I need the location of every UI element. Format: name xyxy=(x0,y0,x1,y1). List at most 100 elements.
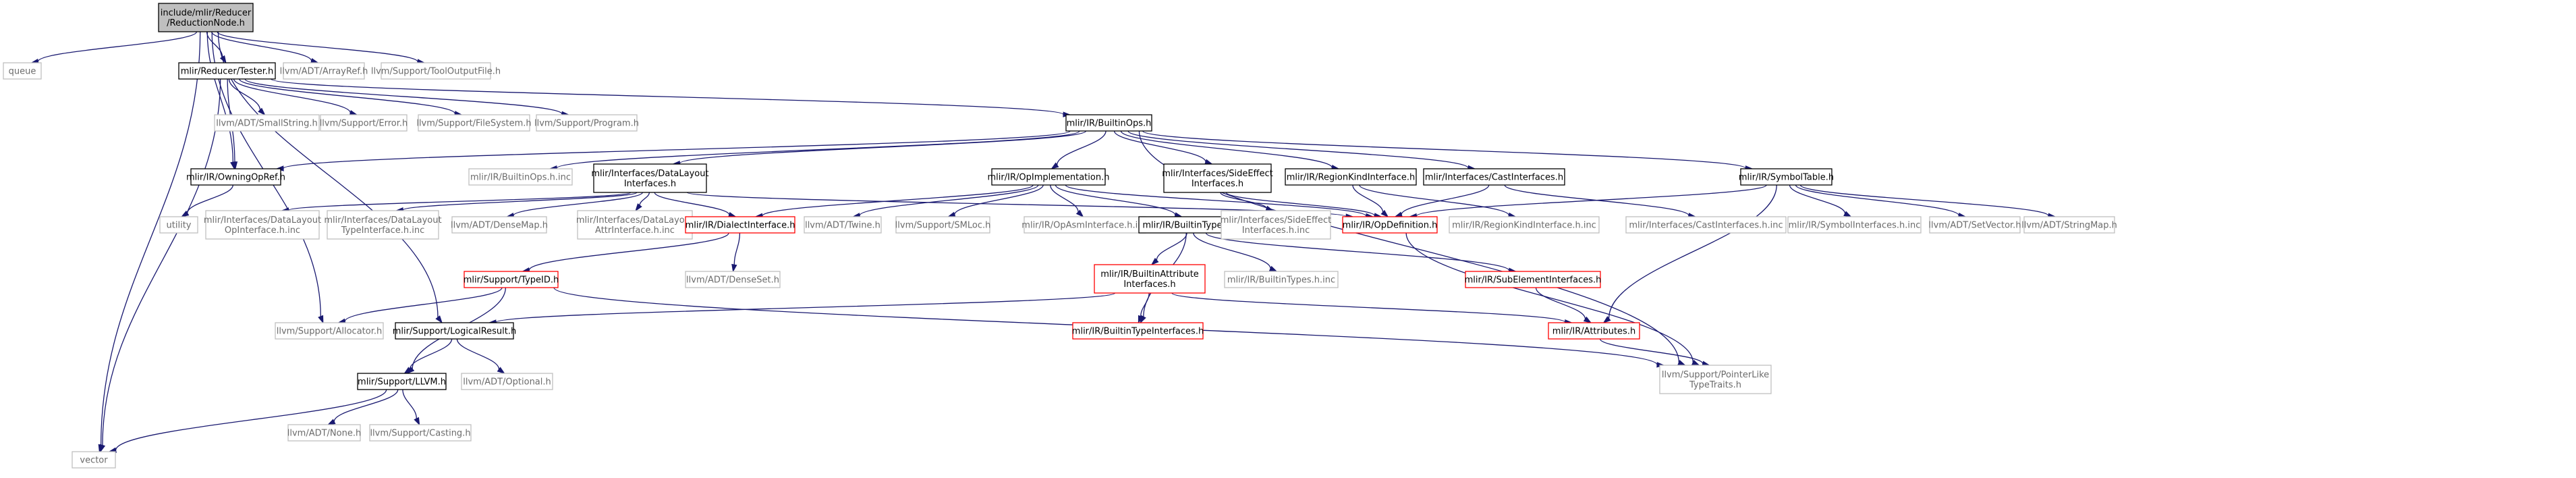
edge-builtinops-to-symtable xyxy=(1142,130,1746,169)
node-densemap[interactable]: llvm/ADT/DenseMap.h xyxy=(451,216,548,234)
node-setvector[interactable]: llvm/ADT/SetVector.h xyxy=(1928,216,2021,234)
node-symtable[interactable]: mlir/IR/SymbolTable.h xyxy=(1739,168,1834,186)
node-attributes[interactable]: mlir/IR/Attributes.h xyxy=(1548,322,1640,340)
node-box xyxy=(536,114,638,132)
edge-tester-to-program xyxy=(244,78,563,115)
node-label: llvm/Support/Allocator.h xyxy=(277,327,383,337)
edge-symtable-to-stringmap xyxy=(1799,184,2049,217)
edge-opdef-to-ptrlike xyxy=(1405,232,1693,363)
node-box xyxy=(1449,216,1600,234)
node-smallstring[interactable]: llvm/ADT/SmallString.h xyxy=(214,114,320,132)
node-subelem[interactable]: mlir/IR/SubElementInterfaces.h xyxy=(1465,271,1602,288)
node-twine[interactable]: llvm/ADT/Twine.h xyxy=(804,216,882,234)
node-label: utility xyxy=(167,221,192,231)
edge-logicalresult-to-llvmh xyxy=(409,338,453,370)
node-label: mlir/Support/TypeID.h xyxy=(464,275,559,286)
node-label: mlir/IR/SubElementInterfaces.h xyxy=(1465,275,1602,286)
node-label: mlir/Interfaces/DataLayout xyxy=(591,169,708,179)
node-owningopref[interactable]: mlir/IR/OwningOpRef.h xyxy=(186,168,285,186)
node-box xyxy=(1740,168,1832,186)
node-vector[interactable]: vector xyxy=(72,451,116,469)
node-box xyxy=(275,322,384,340)
node-box xyxy=(381,62,491,80)
node-label: llvm/ADT/DenseSet.h xyxy=(686,275,779,286)
node-box xyxy=(1224,271,1339,288)
arrowhead xyxy=(947,211,956,217)
node-smloc[interactable]: llvm/Support/SMLoc.h xyxy=(895,216,991,234)
node-typeid[interactable]: mlir/Support/TypeID.h xyxy=(464,271,559,288)
node-label: mlir/IR/RegionKindInterface.h xyxy=(1287,173,1416,183)
node-label: AttrInterface.h.inc xyxy=(595,225,675,236)
node-label: llvm/Support/Program.h xyxy=(534,119,639,129)
node-optional[interactable]: llvm/ADT/Optional.h xyxy=(461,373,553,390)
node-arrayref[interactable]: llvm/ADT/ArrayRef.h xyxy=(280,62,368,80)
node-error[interactable]: llvm/Support/Error.h xyxy=(320,114,408,132)
node-root[interactable]: include/mlir/Reducer/ReductionNode.h xyxy=(158,3,254,32)
node-castifinc[interactable]: mlir/Interfaces/CastInterfaces.h.inc xyxy=(1625,216,1787,234)
edge-tester-to-smallstring xyxy=(228,78,261,111)
node-seiinc[interactable]: mlir/Interfaces/SideEffectInterfaces.h.i… xyxy=(1221,210,1332,240)
node-builtintypeif[interactable]: mlir/IR/BuiltinTypeInterfaces.h xyxy=(1072,322,1204,340)
node-llvmh[interactable]: mlir/Support/LLVM.h xyxy=(357,373,447,390)
edge-dli-to-dltypeif xyxy=(402,192,638,211)
edge-builtinattrif-to-attributes xyxy=(1171,292,1566,323)
node-builtinopsinc[interactable]: mlir/IR/BuiltinOps.h.inc xyxy=(468,168,573,186)
node-castif[interactable]: mlir/Interfaces/CastInterfaces.h xyxy=(1423,168,1565,186)
node-filesystem[interactable]: llvm/Support/FileSystem.h xyxy=(416,114,532,132)
node-label: Interfaces.h.inc xyxy=(1242,225,1310,236)
node-label: llvm/ADT/Optional.h xyxy=(463,377,551,388)
node-tooloutput[interactable]: llvm/Support/ToolOutputFile.h xyxy=(371,62,501,80)
edge-root-to-queue xyxy=(37,31,198,62)
edge-builtinops-to-builtinopsinc xyxy=(556,130,1080,169)
node-label: mlir/IR/SymbolInterfaces.h.inc xyxy=(1789,221,1921,231)
node-label: mlir/Reducer/Tester.h xyxy=(181,67,274,77)
node-box xyxy=(1065,114,1152,132)
node-symifinc[interactable]: mlir/IR/SymbolInterfaces.h.inc xyxy=(1787,216,1922,234)
edge-sei-to-seiinc xyxy=(1220,192,1267,209)
node-label: mlir/IR/BuiltinAttribute xyxy=(1100,269,1199,280)
arrowhead xyxy=(1150,257,1159,266)
edge-dialectif-to-denseset xyxy=(733,232,741,265)
arrowhead xyxy=(258,107,266,116)
node-builtinops[interactable]: mlir/IR/BuiltinOps.h xyxy=(1065,114,1152,132)
node-label: mlir/Interfaces/DataLayout xyxy=(204,215,321,225)
node-opimpl[interactable]: mlir/IR/OpImplementation.h xyxy=(988,168,1110,186)
node-dlopif[interactable]: mlir/Interfaces/DataLayoutOpInterface.h.… xyxy=(204,210,321,240)
node-stringmap[interactable]: llvm/ADT/StringMap.h xyxy=(2021,216,2117,234)
node-builtintypesinc[interactable]: mlir/IR/BuiltinTypes.h.inc xyxy=(1224,271,1339,288)
node-label: Interfaces.h xyxy=(1192,179,1243,189)
node-utility[interactable]: utility xyxy=(159,216,198,234)
node-box xyxy=(685,216,795,234)
edge-builtintypes-to-builtintypesinc xyxy=(1193,232,1271,269)
node-none[interactable]: llvm/ADT/None.h xyxy=(287,424,361,442)
edge-opimpl-to-smloc xyxy=(954,184,1044,215)
node-box xyxy=(190,168,281,186)
node-tester[interactable]: mlir/Reducer/Tester.h xyxy=(178,62,276,80)
edge-builtintypes-to-builtinattrif xyxy=(1156,232,1187,261)
node-dlattrif[interactable]: mlir/Interfaces/DataLayoutAttrInterface.… xyxy=(576,210,694,240)
edge-regionkind-to-regionkindinc xyxy=(1359,184,1509,216)
arrowhead xyxy=(318,315,324,324)
node-opdef[interactable]: mlir/IR/OpDefinition.h xyxy=(1342,216,1438,234)
node-program[interactable]: llvm/Support/Program.h xyxy=(534,114,639,132)
node-label: llvm/ADT/SmallString.h xyxy=(216,119,317,129)
node-queue[interactable]: queue xyxy=(3,62,42,80)
node-dltypeif[interactable]: mlir/Interfaces/DataLayoutTypeInterface.… xyxy=(324,210,442,240)
node-denseset[interactable]: llvm/ADT/DenseSet.h xyxy=(685,271,781,288)
node-dialectif[interactable]: mlir/IR/DialectInterface.h xyxy=(685,216,795,234)
node-label: mlir/IR/OwningOpRef.h xyxy=(186,173,285,183)
node-label: mlir/Support/LLVM.h xyxy=(358,377,446,388)
arrowhead xyxy=(100,444,106,453)
node-regionkind[interactable]: mlir/IR/RegionKindInterface.h xyxy=(1285,168,1417,186)
node-box xyxy=(1787,216,1922,234)
node-logicalresult[interactable]: mlir/Support/LogicalResult.h xyxy=(393,322,516,340)
node-allocator[interactable]: llvm/Support/Allocator.h xyxy=(275,322,384,340)
edge-owningopref-to-utility xyxy=(187,184,233,213)
node-opasmif[interactable]: mlir/IR/OpAsmInterface.h.inc xyxy=(1021,216,1148,234)
node-casting[interactable]: llvm/Support/Casting.h xyxy=(369,424,472,442)
node-regionkindinc[interactable]: mlir/IR/RegionKindInterface.h.inc xyxy=(1449,216,1600,234)
